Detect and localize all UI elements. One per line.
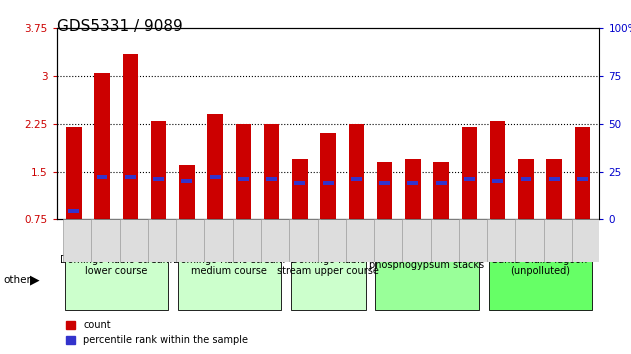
Bar xyxy=(295,181,305,185)
Bar xyxy=(238,177,249,181)
Bar xyxy=(490,121,505,219)
Bar xyxy=(204,219,235,262)
Bar xyxy=(209,175,220,179)
Bar xyxy=(292,159,308,219)
Bar xyxy=(153,177,164,181)
FancyBboxPatch shape xyxy=(375,221,479,310)
Bar xyxy=(94,73,110,219)
Bar xyxy=(405,159,421,219)
Bar xyxy=(377,162,392,219)
Text: Domingo Rubio stream
lower course: Domingo Rubio stream lower course xyxy=(60,255,172,276)
Bar xyxy=(179,165,194,219)
Bar xyxy=(176,219,208,262)
FancyBboxPatch shape xyxy=(291,221,365,310)
Bar xyxy=(68,209,79,213)
Text: Domingo Rubio
stream upper course: Domingo Rubio stream upper course xyxy=(277,255,379,276)
Bar xyxy=(208,114,223,219)
FancyBboxPatch shape xyxy=(64,221,168,310)
Bar xyxy=(379,181,390,185)
Bar xyxy=(120,219,151,262)
Bar xyxy=(462,127,477,219)
Bar xyxy=(235,124,251,219)
Bar xyxy=(492,179,503,183)
Bar xyxy=(317,219,348,262)
Bar xyxy=(91,219,122,262)
Bar xyxy=(516,219,546,262)
Bar xyxy=(408,181,418,185)
FancyBboxPatch shape xyxy=(177,221,281,310)
Bar xyxy=(433,162,449,219)
Bar xyxy=(572,219,603,262)
Bar xyxy=(459,219,490,262)
Bar xyxy=(125,175,136,179)
Bar xyxy=(430,219,462,262)
Bar xyxy=(266,177,277,181)
Text: Santa Olalla lagoon
(unpolluted): Santa Olalla lagoon (unpolluted) xyxy=(492,255,587,276)
Bar xyxy=(181,179,192,183)
Bar xyxy=(374,219,405,262)
Text: Domingo Rubio stream
medium course: Domingo Rubio stream medium course xyxy=(173,255,285,276)
Bar xyxy=(403,219,433,262)
Bar xyxy=(346,219,377,262)
Text: phosphogypsum stacks: phosphogypsum stacks xyxy=(370,261,485,270)
Bar xyxy=(322,181,334,185)
Text: other: other xyxy=(3,275,31,285)
Bar xyxy=(63,219,94,262)
Bar xyxy=(122,54,138,219)
FancyBboxPatch shape xyxy=(488,221,592,310)
Bar xyxy=(351,177,362,181)
Bar xyxy=(66,127,81,219)
Bar xyxy=(575,127,590,219)
Bar xyxy=(151,121,167,219)
Bar xyxy=(464,177,475,181)
Bar xyxy=(521,177,531,181)
Text: GDS5331 / 9089: GDS5331 / 9089 xyxy=(57,19,182,34)
Bar xyxy=(233,219,264,262)
Bar xyxy=(549,177,560,181)
Bar xyxy=(546,159,562,219)
Bar xyxy=(97,175,107,179)
Bar xyxy=(348,124,364,219)
Legend: count, percentile rank within the sample: count, percentile rank within the sample xyxy=(62,316,252,349)
Bar xyxy=(261,219,292,262)
Bar xyxy=(289,219,321,262)
Bar xyxy=(436,181,447,185)
Bar xyxy=(544,219,575,262)
Bar xyxy=(487,219,518,262)
Bar xyxy=(148,219,179,262)
Bar xyxy=(321,133,336,219)
Bar xyxy=(518,159,534,219)
Bar xyxy=(577,177,588,181)
Text: ▶: ▶ xyxy=(30,273,40,286)
Bar xyxy=(264,124,280,219)
